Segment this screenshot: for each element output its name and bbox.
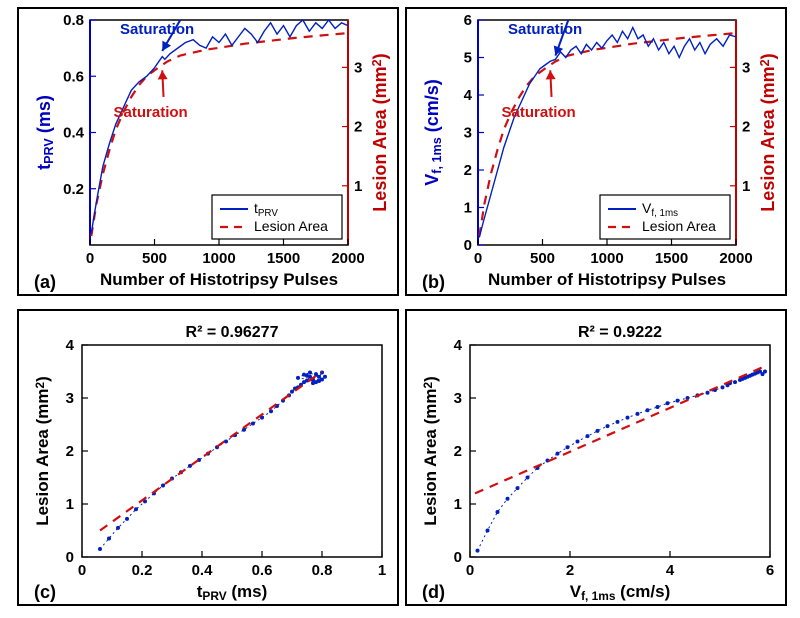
svg-text:6: 6 — [464, 12, 472, 29]
svg-text:2: 2 — [66, 443, 74, 460]
svg-text:4: 4 — [454, 337, 463, 354]
svg-text:1: 1 — [464, 200, 472, 217]
svg-text:2: 2 — [464, 162, 472, 179]
svg-text:Number of Histotripsy Pulses: Number of Histotripsy Pulses — [488, 270, 726, 289]
svg-text:0.4: 0.4 — [63, 125, 85, 142]
svg-text:3: 3 — [66, 390, 74, 407]
panel-d-label: (d) — [422, 582, 445, 602]
figure-svg: 05001000150020000.20.40.60.8123Number of… — [0, 0, 800, 613]
svg-text:0.6: 0.6 — [63, 68, 84, 85]
svg-text:0.2: 0.2 — [132, 562, 153, 579]
panel-b-label: (b) — [422, 272, 445, 292]
svg-text:1500: 1500 — [267, 250, 300, 267]
svg-text:6: 6 — [766, 562, 774, 579]
svg-text:1500: 1500 — [655, 250, 688, 267]
svg-text:3: 3 — [454, 390, 462, 407]
svg-text:Lesion Area: Lesion Area — [254, 218, 328, 234]
svg-text:2: 2 — [454, 443, 462, 460]
svg-text:tPRV (ms): tPRV (ms) — [34, 95, 56, 170]
svg-text:4: 4 — [666, 562, 675, 579]
panel-b-plot: 0 500 1000 1500 2000 0 1 2 3 4 5 6 1 2 3 Number of Hist… — [422, 12, 778, 289]
svg-text:4: 4 — [464, 87, 473, 104]
svg-text:0: 0 — [66, 549, 74, 566]
svg-text:1: 1 — [378, 562, 386, 579]
svg-text:2000: 2000 — [331, 250, 364, 267]
panel-c-plot: 0 0.2 0.4 0.6 0.8 1 0 1 2 3 4 R² = 0.96277 tPRV (ms)… — [33, 324, 386, 603]
svg-text:Lesion Area (mm2): Lesion Area (mm2) — [421, 376, 440, 526]
svg-text:1: 1 — [742, 178, 750, 195]
panel-c-label: (c) — [34, 582, 56, 602]
svg-text:Saturation: Saturation — [502, 104, 576, 121]
svg-text:Number of Histotripsy Pulses: Number of Histotripsy Pulses — [100, 270, 338, 289]
svg-text:3: 3 — [464, 125, 472, 142]
svg-text:1: 1 — [66, 496, 74, 513]
svg-text:500: 500 — [142, 250, 167, 267]
svg-text:3: 3 — [742, 59, 750, 76]
svg-text:2: 2 — [354, 119, 362, 136]
svg-text:Lesion Area (mm2): Lesion Area (mm2) — [758, 53, 778, 211]
panel-c-border — [18, 310, 398, 605]
svg-text:Saturation: Saturation — [508, 21, 582, 38]
svg-text:2000: 2000 — [719, 250, 752, 267]
svg-text:Vf, 1ms (cm/s): Vf, 1ms (cm/s) — [570, 582, 671, 603]
svg-text:tPRV (ms): tPRV (ms) — [197, 582, 268, 603]
svg-text:0: 0 — [464, 237, 472, 254]
svg-text:R² = 0.96277: R² = 0.96277 — [186, 324, 279, 341]
svg-text:1: 1 — [354, 178, 362, 195]
panel-d-border — [406, 310, 786, 605]
svg-text:Lesion Area (mm2): Lesion Area (mm2) — [370, 53, 390, 211]
panel-c: 0 0.2 0.4 0.6 0.8 1 0 1 2 3 4 R² = 0.96277 tPRV (ms)… — [18, 310, 398, 605]
svg-text:0.8: 0.8 — [63, 12, 84, 29]
svg-text:0: 0 — [466, 562, 474, 579]
svg-text:500: 500 — [530, 250, 555, 267]
panel-a-label: (a) — [34, 272, 56, 292]
svg-text:3: 3 — [354, 59, 362, 76]
panel-d-plot: 0 2 4 6 0 1 2 3 4 R² = 0.9222 Vf, 1ms (cm/s) Lesion… — [421, 324, 774, 603]
svg-text:1: 1 — [454, 496, 462, 513]
svg-text:Vf, 1ms (cm/s): Vf, 1ms (cm/s) — [422, 79, 444, 185]
svg-text:1000: 1000 — [590, 250, 623, 267]
panel-b: 0 500 1000 1500 2000 0 1 2 3 4 5 6 1 2 3 Number of Hist… — [406, 8, 786, 295]
svg-text:0: 0 — [78, 562, 86, 579]
svg-text:0: 0 — [474, 250, 482, 267]
svg-text:Lesion Area (mm2): Lesion Area (mm2) — [33, 376, 52, 526]
svg-text:1000: 1000 — [202, 250, 235, 267]
svg-text:Saturation: Saturation — [114, 104, 188, 121]
svg-text:0: 0 — [86, 250, 94, 267]
svg-text:Lesion Area: Lesion Area — [642, 218, 716, 234]
svg-text:5: 5 — [464, 50, 472, 67]
svg-text:0.4: 0.4 — [192, 562, 214, 579]
svg-text:0: 0 — [454, 549, 462, 566]
svg-text:Saturation: Saturation — [120, 21, 194, 38]
svg-text:2: 2 — [742, 119, 750, 136]
svg-text:0.2: 0.2 — [63, 181, 84, 198]
svg-text:0.6: 0.6 — [252, 562, 273, 579]
panel-d: 0 2 4 6 0 1 2 3 4 R² = 0.9222 Vf, 1ms (cm/s) Lesion… — [406, 310, 786, 605]
svg-text:2: 2 — [566, 562, 574, 579]
svg-text:R² = 0.9222: R² = 0.9222 — [578, 324, 662, 341]
svg-text:4: 4 — [66, 337, 75, 354]
panel-a-plot: 0 500 1000 1500 2000 0.2 0.4 0.6 0.8 1 2 3 Number of… — [34, 12, 390, 289]
figure-root: 05001000150020000.20.40.60.8123Number of… — [0, 0, 800, 613]
panel-a: 0 500 1000 1500 2000 0.2 0.4 0.6 0.8 1 2 3 Number of… — [18, 8, 398, 295]
svg-text:0.8: 0.8 — [312, 562, 333, 579]
